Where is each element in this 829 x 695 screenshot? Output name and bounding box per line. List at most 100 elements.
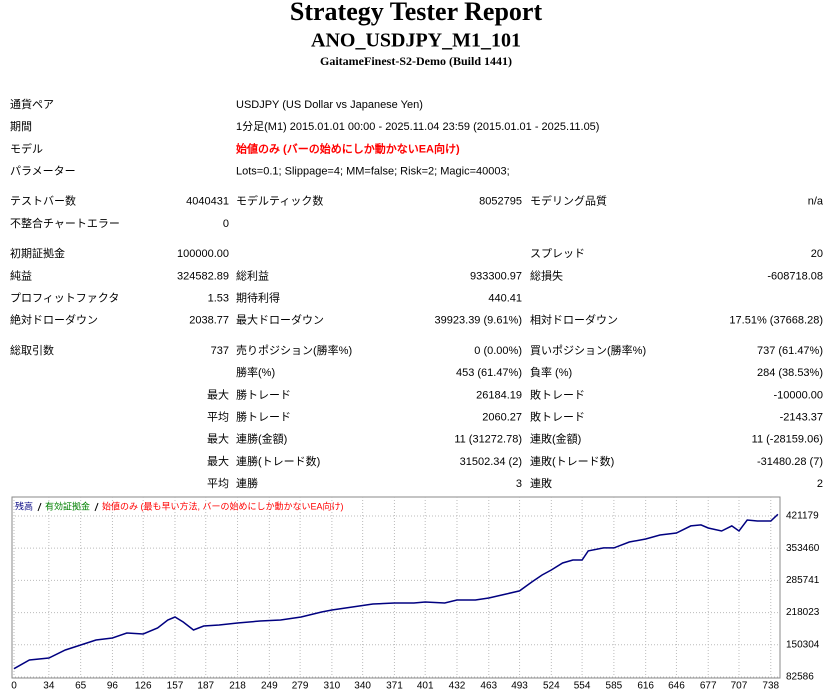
x-tick-label: 463: [480, 681, 497, 692]
x-tick-label: 310: [324, 681, 341, 692]
field-value: -10000.00: [773, 389, 823, 401]
field-value: 0 (0.00%): [474, 345, 522, 357]
x-tick-label: 0: [11, 681, 17, 692]
field-value: 2038.77: [189, 315, 229, 327]
field-label: 勝トレード: [236, 387, 291, 401]
field-label: 相対ドローダウン: [530, 313, 618, 327]
field-value: 31502.34 (2): [460, 456, 522, 468]
field-label: 売りポジション(勝率%): [236, 343, 352, 357]
field-label: スプレッド: [530, 247, 585, 260]
field-label: 連勝(トレード数): [236, 454, 320, 468]
field-label: 初期証拠金: [10, 246, 65, 260]
field-value: 11 (-28159.06): [752, 434, 823, 446]
x-tick-label: 34: [43, 681, 55, 692]
x-tick-label: 401: [417, 681, 434, 692]
x-tick-label: 493: [511, 681, 528, 692]
field-value: 平均: [207, 411, 229, 424]
x-tick-label: 157: [167, 681, 184, 692]
field-label: 敗トレード: [530, 387, 585, 401]
x-tick-label: 126: [135, 681, 152, 692]
report-subtitle: ANO_USDJPY_M1_101: [311, 30, 521, 52]
field-value: 737 (61.47%): [757, 345, 823, 357]
x-tick-label: 738: [762, 681, 779, 692]
x-tick-label: 585: [606, 681, 623, 692]
field-value: 933300.97: [470, 270, 522, 282]
field-value: -2143.37: [780, 412, 823, 424]
field-value: 平均: [207, 477, 229, 490]
balance-line: [13, 513, 779, 670]
legend-label: 残高: [15, 500, 33, 511]
field-label: 最大ドローダウン: [236, 313, 324, 327]
x-tick-label: 279: [292, 681, 309, 692]
x-tick-label: 187: [197, 681, 214, 692]
field-label: モデル: [10, 141, 43, 155]
x-tick-label: 554: [574, 681, 591, 692]
y-tick-label: 353460: [786, 543, 820, 554]
y-tick-label: 82586: [786, 672, 814, 683]
field-label: 期待利得: [236, 291, 280, 305]
x-tick-label: 707: [731, 681, 748, 692]
field-value: 11 (31272.78): [454, 434, 522, 446]
field-label: 絶対ドローダウン: [10, 313, 98, 327]
legend-separator: [94, 502, 99, 512]
x-tick-label: 65: [75, 681, 87, 692]
field-value: 最大: [207, 432, 229, 446]
field-label: 連敗: [530, 476, 552, 490]
field-label: モデリング品質: [530, 194, 607, 208]
field-value: 39923.39 (9.61%): [435, 315, 522, 327]
field-label: 負率 (%): [530, 365, 572, 379]
field-label: 勝トレード: [236, 410, 291, 424]
field-value: -31480.28 (7): [757, 456, 823, 468]
field-label: 連敗(トレード数): [530, 454, 614, 468]
legend-label: 有効証拠金: [45, 500, 90, 511]
field-label: 純益: [10, 268, 32, 282]
field-value: 20: [811, 248, 823, 260]
field-label: 連敗(金額): [530, 432, 581, 446]
field-label: 総利益: [236, 268, 269, 282]
x-tick-label: 96: [107, 681, 119, 692]
field-label: 総取引数: [10, 343, 54, 357]
field-value: 17.51% (37668.28): [729, 315, 823, 327]
field-label: プロフィットファクタ: [10, 292, 119, 305]
y-tick-label: 218023: [786, 607, 820, 618]
field-value: Lots=0.1; Slippage=4; MM=false; Risk=2; …: [236, 166, 510, 178]
x-tick-label: 524: [543, 681, 560, 692]
field-label: 総損失: [530, 268, 563, 282]
field-value: 最大: [207, 387, 229, 401]
legend-separator: [37, 502, 42, 512]
field-label: テストバー数: [10, 195, 76, 208]
field-label: 買いポジション(勝率%): [530, 343, 646, 357]
field-value: 8052795: [479, 196, 522, 208]
field-value: 0: [223, 218, 229, 230]
chart-frame: [11, 496, 781, 679]
field-label: 通貨ペア: [10, 97, 54, 111]
x-tick-label: 249: [261, 681, 278, 692]
field-value: -608718.08: [767, 270, 823, 282]
field-value: 26184.19: [476, 389, 522, 401]
x-tick-label: 677: [700, 681, 717, 692]
field-value: 324582.89: [177, 270, 229, 282]
field-label: パラメーター: [10, 165, 76, 178]
field-label: モデルティック数: [236, 194, 323, 208]
field-value: 440.41: [488, 293, 522, 305]
field-label: 連勝(金額): [236, 432, 287, 446]
field-value: 100000.00: [177, 248, 229, 260]
server-name: GaitameFinest-S2-Demo (Build 1441): [320, 54, 512, 68]
field-value: 始値のみ (バーの始めにしか動かないEA向け): [236, 141, 460, 155]
field-value: 4040431: [186, 196, 229, 208]
y-tick-label: 285741: [786, 575, 820, 586]
x-tick-label: 432: [449, 681, 466, 692]
x-tick-label: 218: [229, 681, 246, 692]
field-value: USDJPY (US Dollar vs Japanese Yen): [236, 99, 423, 111]
field-value: 1.53: [208, 293, 229, 305]
field-label: 期間: [10, 120, 32, 133]
field-value: n/a: [808, 196, 824, 208]
x-tick-label: 340: [354, 681, 371, 692]
field-label: 敗トレード: [530, 410, 585, 424]
y-tick-label: 150304: [786, 639, 820, 650]
field-value: 453 (61.47%): [456, 367, 522, 379]
field-label: 連勝: [236, 476, 258, 490]
field-value: 284 (38.53%): [757, 367, 823, 379]
field-value: 1分足(M1) 2015.01.01 00:00 - 2025.11.04 23…: [236, 120, 599, 133]
